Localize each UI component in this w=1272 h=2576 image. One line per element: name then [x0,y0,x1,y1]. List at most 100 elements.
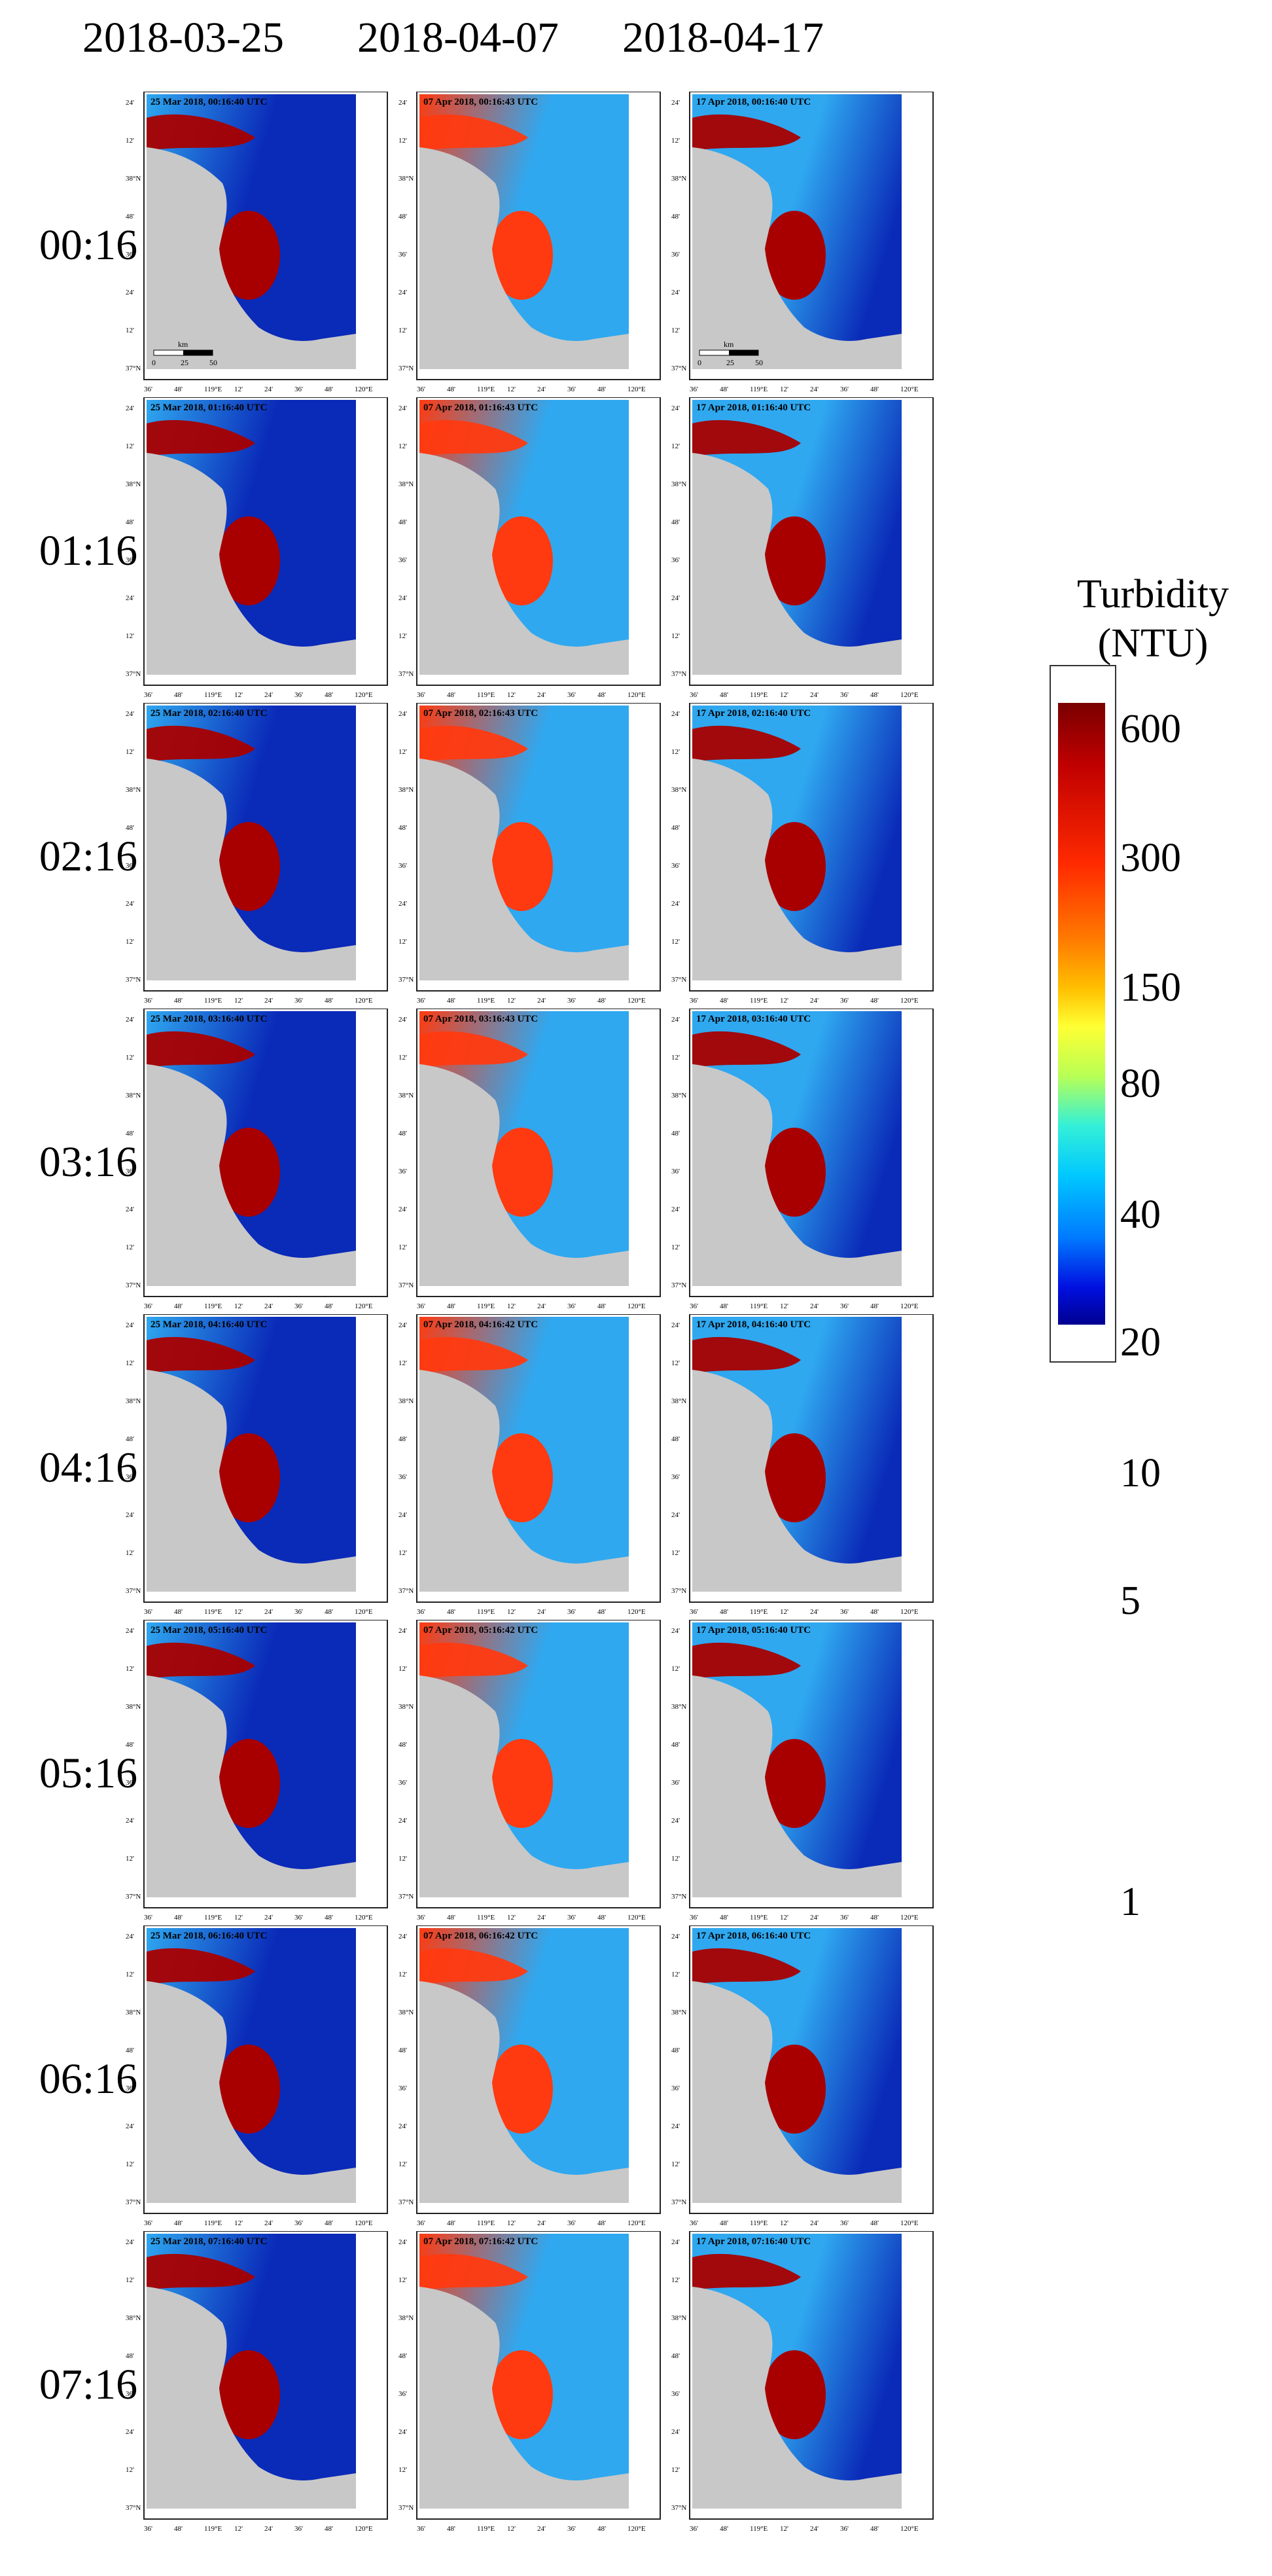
land-area [692,453,902,675]
latitude-label: 12' [126,632,134,640]
longitude-label: 36' [294,2219,303,2227]
latitude-label: 24' [398,710,407,718]
longitude-label: 120°E [627,1302,646,1310]
bay-turbidity-plume [763,822,826,911]
latitude-label: 24' [398,2122,407,2130]
longitude-label: 48' [597,691,606,699]
turbidity-map-panel: 17 Apr 2018, 00:16:40 UTC 24' 12' 38°N 48' 36… [670,92,951,399]
longitude-label: 24' [810,997,819,1005]
longitude-label: 24' [810,385,819,393]
longitude-label: 36' [690,385,698,393]
latitude-label: 24' [671,289,680,296]
latitude-label: 38°N [398,1092,414,1100]
panel-title: 17 Apr 2018, 05:16:40 UTC [696,1625,811,1636]
longitude-label: 48' [174,385,183,393]
latitude-label: 24' [671,404,680,412]
longitude-label: 36' [417,2525,425,2533]
latitude-label: 12' [671,1971,680,1978]
longitude-label: 36' [417,997,425,1005]
longitude-label: 120°E [355,691,373,699]
latitude-label: 24' [671,710,680,718]
latitude-label: 37°N [671,2198,686,2206]
longitude-label: 36' [567,1608,576,1616]
longitude-label: 36' [567,691,576,699]
longitude-label: 12' [234,385,243,393]
latitude-label: 36' [398,251,407,259]
latitude-label: 48' [398,1435,407,1443]
longitude-label: 36' [840,691,849,699]
scale-bar: km 0 25 50 [698,340,763,367]
latitude-label: 24' [398,289,407,296]
longitude-label: 12' [234,1302,243,1310]
latitude-label: 48' [126,213,134,221]
latitude-label: 48' [126,2352,134,2360]
land-area [147,1675,356,1897]
latitude-label: 24' [126,1321,134,1329]
longitude-label: 120°E [627,691,646,699]
longitude-label: 36' [294,997,303,1005]
longitude-label: 48' [325,997,333,1005]
latitude-label: 24' [126,404,134,412]
longitude-label: 24' [264,1302,273,1310]
longitude-label: 36' [690,2219,698,2227]
longitude-label: 48' [597,2219,606,2227]
row-label-time: 06:16 [39,2055,138,2103]
latitude-label: 12' [671,748,680,756]
longitude-label: 24' [810,1914,819,1922]
longitude-label: 48' [720,385,728,393]
panel-title: 17 Apr 2018, 02:16:40 UTC [696,708,811,719]
turbidity-map-panel: 17 Apr 2018, 07:16:40 UTC 24' 12' 38°N 48' 36… [670,2231,951,2539]
colorbar-title: Turbidity [1076,572,1229,617]
turbidity-map-panel: 07 Apr 2018, 03:16:43 UTC 24' 12' 38°N 48' 36… [397,1009,679,1316]
latitude-label: 37°N [126,1587,141,1595]
longitude-label: 120°E [627,385,646,393]
latitude-label: 38°N [126,480,141,488]
longitude-label: 48' [447,691,455,699]
turbidity-map-panel: 07 Apr 2018, 00:16:43 UTC 24' 12' 38°N 48' 36… [397,92,679,399]
latitude-label: 24' [126,710,134,718]
latitude-label: 24' [671,2238,680,2246]
bay-turbidity-plume [763,211,826,300]
longitude-label: 120°E [900,2525,919,2533]
northern-coast-plume [419,1642,528,1679]
latitude-label: 24' [398,1817,407,1825]
longitude-label: 48' [325,1608,333,1616]
longitude-label: 12' [234,2525,243,2533]
northern-coast-plume [147,114,255,151]
land-area [147,1981,356,2203]
northern-coast-plume [147,2253,255,2290]
latitude-label: 12' [671,2466,680,2474]
latitude-label: 12' [126,1665,134,1673]
latitude-label: 38°N [126,2009,141,2016]
latitude-label: 37°N [671,1281,686,1289]
longitude-label: 36' [690,997,698,1005]
longitude-label: 120°E [627,1608,646,1616]
latitude-label: 36' [671,1473,680,1481]
longitude-label: 36' [690,1914,698,1922]
latitude-label: 36' [126,1473,134,1481]
longitude-label: 48' [870,2219,879,2227]
longitude-label: 48' [174,2219,183,2227]
longitude-label: 120°E [355,2219,373,2227]
longitude-label: 48' [325,2219,333,2227]
latitude-label: 48' [671,2047,680,2054]
longitude-label: 36' [567,997,576,1005]
latitude-label: 12' [671,2276,680,2284]
longitude-label: 36' [294,1914,303,1922]
northern-coast-plume [147,420,255,456]
latitude-label: 48' [398,1130,407,1137]
land-area [692,1981,902,2203]
panel-title: 25 Mar 2018, 05:16:40 UTC [150,1625,267,1636]
latitude-label: 24' [398,404,407,412]
longitude-label: 48' [325,691,333,699]
latitude-label: 36' [671,862,680,870]
northern-coast-plume [692,2253,801,2290]
longitude-label: 24' [264,385,273,393]
scale-bar-tick: 50 [209,358,217,367]
latitude-label: 12' [126,1855,134,1863]
land-area [419,1675,629,1897]
latitude-label: 12' [126,2276,134,2284]
latitude-label: 48' [126,2047,134,2054]
latitude-label: 37°N [126,1893,141,1901]
longitude-label: 24' [537,691,546,699]
